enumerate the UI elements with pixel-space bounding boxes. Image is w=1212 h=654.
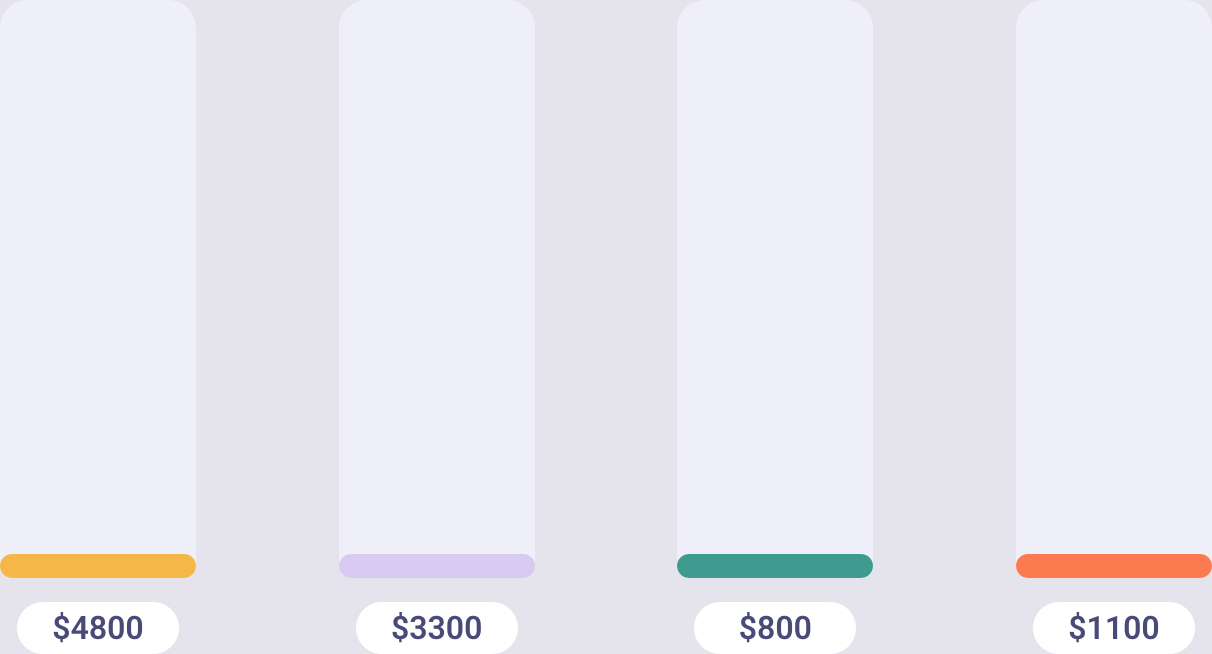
value-pill: $3300 [356,602,518,654]
bar-track [0,0,196,578]
bar-cap [677,554,873,578]
value-pill: $4800 [17,602,179,654]
bar-track [677,0,873,578]
chart-column: $3300 [339,0,535,654]
bar-track [339,0,535,578]
chart-column: $800 [677,0,873,654]
bar-cap [0,554,196,578]
bar-cap [339,554,535,578]
bar-cap [1016,554,1212,578]
value-pill: $800 [694,602,856,654]
value-pill: $1100 [1033,602,1195,654]
chart-column: $4800 [0,0,196,654]
bar-chart: $4800 $3300 $800 $1100 [0,0,1212,654]
bar-track [1016,0,1212,578]
chart-column: $1100 [1016,0,1212,654]
